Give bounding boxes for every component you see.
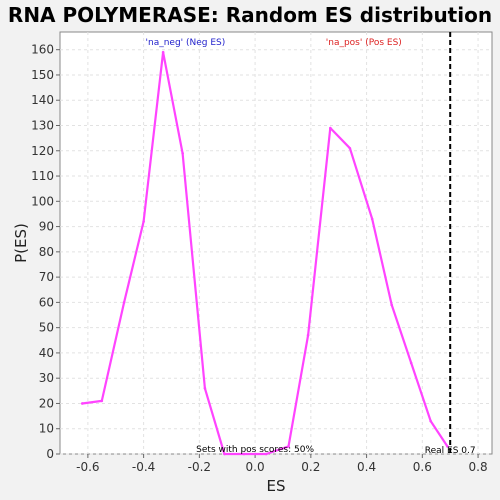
y-tick-label: 50 xyxy=(39,321,54,335)
pos-es-annotation: 'na_pos' (Pos ES) xyxy=(326,38,402,48)
y-tick-label: 140 xyxy=(31,93,54,107)
x-tick-label: 0.6 xyxy=(413,460,432,474)
data-point xyxy=(348,146,352,150)
y-tick-label: 0 xyxy=(46,447,54,461)
y-tick-label: 40 xyxy=(39,346,54,360)
x-tick-label: -0.4 xyxy=(132,460,155,474)
y-tick-label: 110 xyxy=(31,169,54,183)
series-layer xyxy=(80,50,449,456)
y-tick-label: 120 xyxy=(31,144,54,158)
data-point xyxy=(429,419,432,423)
x-axis-label: ES xyxy=(267,477,286,495)
data-point xyxy=(100,399,104,403)
axis-layer: 0 10 20 30 40 50 60 70 80 90 100 110 120 130 140 150 160… xyxy=(31,43,488,474)
y-tick-label: 80 xyxy=(39,245,54,259)
data-point xyxy=(264,452,268,456)
real-es-annotation: Real ES 0.7 xyxy=(425,446,476,456)
annotation-layer: 'na_neg' (Neg ES) 'na_pos' (Pos ES) Sets w… xyxy=(146,32,476,456)
x-tick-label: 0.8 xyxy=(469,460,488,474)
x-tick-label: -0.2 xyxy=(188,460,211,474)
x-tick-label: 0.0 xyxy=(246,460,265,474)
sets-pos-scores-annotation: Sets with pos scores: 50% xyxy=(196,445,314,455)
y-tick-label: 160 xyxy=(31,43,54,57)
data-point xyxy=(306,333,310,337)
data-point xyxy=(80,402,84,405)
data-point xyxy=(409,361,413,365)
data-point xyxy=(329,126,332,130)
y-tick-label: 90 xyxy=(39,220,54,234)
data-point xyxy=(390,303,393,307)
y-tick-label: 70 xyxy=(39,270,54,284)
neg-es-annotation: 'na_neg' (Neg ES) xyxy=(146,38,226,48)
data-point xyxy=(446,445,449,448)
y-axis-label: P(ES) xyxy=(12,223,30,263)
data-point xyxy=(287,445,290,448)
data-point xyxy=(161,50,165,54)
y-tick-label: 150 xyxy=(31,68,54,82)
data-point xyxy=(181,151,184,155)
data-point xyxy=(223,452,226,456)
chart-title: RNA POLYMERASE: Random ES distribution xyxy=(8,3,492,27)
x-tick-label: -0.6 xyxy=(76,460,99,474)
y-tick-label: 20 xyxy=(39,396,54,410)
y-tick-label: 60 xyxy=(39,295,54,309)
data-point xyxy=(203,386,207,390)
data-point xyxy=(370,217,374,221)
data-point xyxy=(142,220,145,223)
y-tick-label: 130 xyxy=(31,118,54,132)
data-point xyxy=(242,452,246,456)
data-point xyxy=(122,301,126,304)
x-tick-label: 0.4 xyxy=(357,460,376,474)
y-tick-label: 30 xyxy=(39,371,54,385)
x-tick-label: 0.2 xyxy=(301,460,320,474)
y-tick-label: 10 xyxy=(39,422,54,436)
y-tick-label: 100 xyxy=(31,194,54,208)
grid-layer xyxy=(60,32,492,455)
plot-area xyxy=(59,31,493,455)
